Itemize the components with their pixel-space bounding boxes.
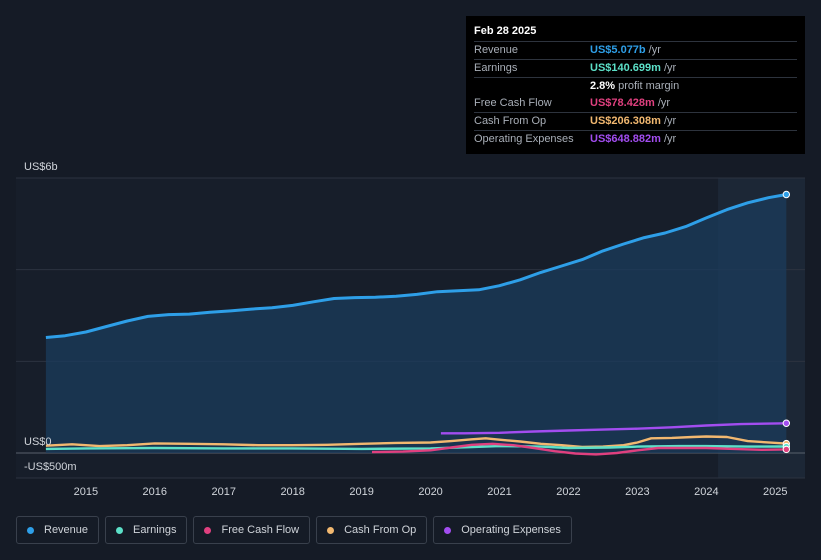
revenue-end-point: [782, 190, 791, 199]
tooltip-value: US$78.428m: [590, 97, 655, 109]
x-tick-label: 2024: [694, 486, 718, 498]
tooltip-date: Feb 28 2025: [474, 25, 537, 37]
legend-item-cash-from-op[interactable]: Cash From Op: [316, 516, 428, 544]
x-tick-label: 2017: [211, 486, 235, 498]
tooltip-value: US$206.308m: [590, 115, 661, 127]
legend-item-free-cash-flow[interactable]: Free Cash Flow: [193, 516, 311, 544]
tooltip-unit: /yr: [663, 62, 677, 74]
x-tick-label: 2022: [556, 486, 580, 498]
tooltip-row: Revenue US$5.077b/yr: [474, 41, 797, 59]
tooltip-unit: /yr: [648, 44, 661, 56]
legend-dot-icon: [116, 526, 124, 534]
tooltip-row: Earnings US$140.699m/yr: [474, 59, 797, 77]
earnings-line: [45, 444, 787, 451]
x-tick-label: 2021: [487, 486, 511, 498]
tooltip-label: Operating Expenses: [474, 133, 574, 145]
tooltip-value: US$5.077b: [590, 44, 646, 56]
legend-item-earnings[interactable]: Earnings: [105, 516, 188, 544]
legend-label: Revenue: [44, 524, 89, 536]
x-tick-label: 2020: [418, 486, 442, 498]
tooltip-row: Operating Expenses US$648.882m/yr: [474, 130, 797, 148]
tooltip-label: Revenue: [474, 44, 519, 56]
tooltip-row: Cash From Op US$206.308m/yr: [474, 112, 797, 130]
tooltip-row: Free Cash Flow US$78.428m/yr: [474, 95, 797, 112]
tooltip-label: Free Cash Flow: [474, 97, 552, 109]
free-cash-flow-line: [371, 442, 787, 456]
x-tick-label: 2023: [625, 486, 649, 498]
tooltip-value: US$140.699m: [590, 62, 661, 74]
y-label-top: US$6b: [24, 161, 58, 173]
x-tick-label: 2015: [74, 486, 98, 498]
legend-label: Free Cash Flow: [221, 524, 300, 536]
tooltip-value: 2.8%: [590, 80, 616, 92]
revenue-area: [45, 194, 787, 453]
free-cash-flow-end-point: [782, 445, 791, 454]
operating-expenses-line: [440, 422, 787, 435]
y-label-zero: US$0: [24, 436, 52, 448]
legend: Revenue Earnings Free Cash Flow Cash From O…: [16, 516, 578, 544]
tooltip-label: Cash From Op: [474, 115, 547, 127]
chart-canvas: US$6b US$0 -US$500m 2015 2016 2017 2018 2019 202…: [16, 161, 805, 498]
x-tick-label: 2025: [763, 486, 787, 498]
legend-label: Operating Expenses: [461, 524, 561, 536]
tooltip-unit: /yr: [663, 115, 677, 127]
tooltip-label: Earnings: [474, 62, 518, 74]
operating-expenses-end-point: [782, 419, 791, 427]
tooltip-row: 2.8% profit margin: [474, 77, 797, 95]
tooltip-value: US$648.882m: [590, 133, 661, 145]
legend-label: Cash From Op: [344, 524, 417, 536]
x-tick-label: 2019: [349, 486, 373, 498]
tooltip-unit: profit margin: [618, 80, 680, 92]
legend-label: Earnings: [133, 524, 177, 536]
x-tick-label: 2016: [143, 486, 167, 498]
legend-item-operating-expenses[interactable]: Operating Expenses: [433, 516, 572, 544]
x-tick-label: 2018: [280, 486, 304, 498]
tooltip-unit: /yr: [663, 133, 677, 145]
tooltip-panel: Feb 28 2025 Revenue US$5.077b/yr Earnings U…: [466, 16, 805, 154]
legend-dot-icon: [444, 526, 452, 534]
revenue-line: [45, 193, 787, 339]
cash-from-op-line: [45, 435, 787, 449]
y-label-bottom: -US$500m: [24, 461, 77, 473]
legend-dot-icon: [204, 526, 212, 534]
tooltip-label: [474, 78, 590, 95]
legend-dot-icon: [327, 526, 335, 534]
legend-item-revenue[interactable]: Revenue: [16, 516, 100, 544]
legend-dot-icon: [27, 526, 34, 534]
tooltip-unit: /yr: [657, 97, 671, 109]
